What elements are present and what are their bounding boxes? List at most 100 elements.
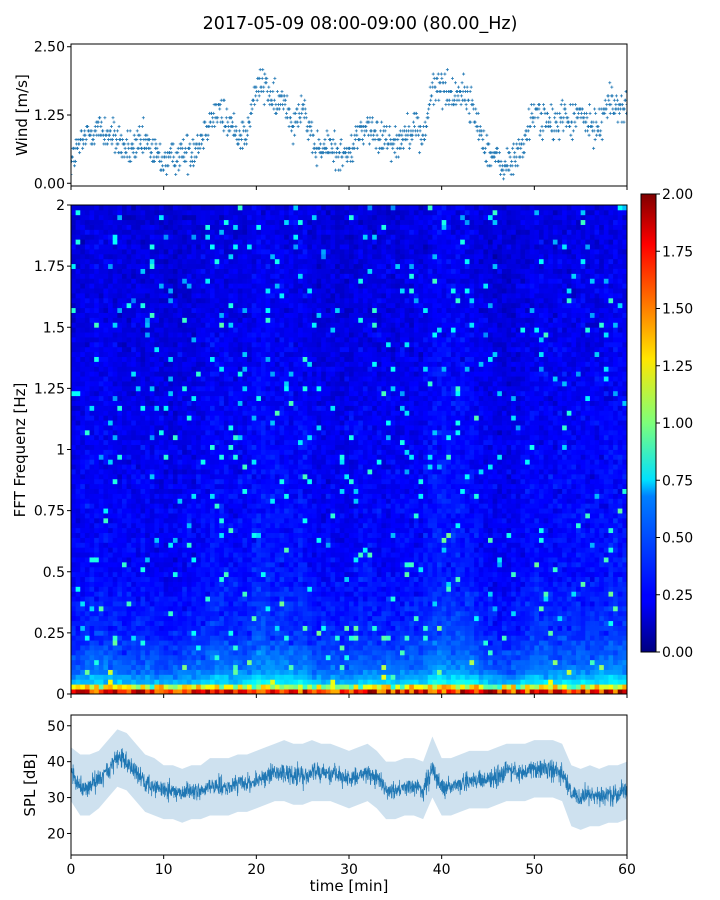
spectrogram-cell: [205, 405, 211, 411]
spectrogram-cell: [135, 478, 141, 485]
spectrogram-cell: [191, 209, 197, 216]
spectrogram-cell: [121, 513, 127, 519]
spectrogram-cell: [247, 591, 253, 597]
spectrogram-cell: [140, 390, 146, 397]
spectrogram-cell: [205, 307, 211, 313]
spectrogram-cell: [247, 478, 253, 485]
spectrogram-cell: [159, 513, 165, 519]
spectrogram-cell: [154, 503, 160, 509]
spectrogram-cell: [247, 547, 253, 553]
spectrogram-cell: [200, 513, 206, 519]
spectrogram-cell: [247, 415, 253, 421]
spectrogram-cell: [117, 410, 123, 416]
spectrogram-cell: [177, 615, 183, 622]
spectrogram-cell: [200, 537, 206, 543]
wind-point: [528, 124, 532, 128]
spectrogram-cell: [149, 645, 155, 651]
spectrogram-cell: [223, 454, 229, 460]
wind-point: [510, 159, 514, 163]
spectrogram-cell: [172, 385, 178, 392]
wind-point: [513, 151, 517, 155]
wind-point: [185, 133, 189, 137]
spectrogram-cell: [154, 297, 160, 304]
spectrogram-cell: [163, 390, 169, 397]
spectrogram-cell: [159, 405, 165, 411]
spectrogram-cell: [135, 449, 141, 455]
spectrogram-cell: [131, 625, 137, 631]
spectrogram-cell: [247, 429, 253, 436]
spectrogram-cell: [182, 498, 188, 504]
spectrogram-cell: [121, 473, 127, 480]
spectrogram-cell: [80, 283, 86, 289]
spectrogram-cell: [149, 522, 155, 529]
wind-point: [605, 116, 609, 120]
spectrogram-cell: [237, 615, 243, 622]
spectrogram-cell: [196, 249, 202, 255]
spectrogram-cell: [182, 674, 188, 680]
wind-point: [568, 124, 572, 128]
spectrogram-cell: [214, 669, 220, 675]
wind-point: [377, 151, 381, 155]
spectrogram-cell: [163, 615, 169, 622]
spectrogram-cell: [247, 488, 253, 494]
spectrogram-cell: [233, 566, 239, 573]
wind-point: [194, 155, 198, 159]
spectrogram-cell: [159, 288, 165, 294]
spectrogram-cell: [200, 483, 206, 490]
spectrogram-cell: [219, 561, 225, 568]
spectrogram-cell: [117, 557, 123, 563]
spectrogram-cell: [149, 601, 155, 607]
spectrogram-cell: [103, 454, 109, 460]
spectrogram-cell: [126, 205, 132, 211]
spectrogram-cell: [210, 610, 216, 617]
spectrogram-cell: [108, 517, 114, 524]
spectrogram-cell: [228, 581, 234, 587]
spectrogram-cell: [135, 527, 141, 534]
spectrogram-cell: [149, 566, 155, 573]
spectrogram-cell: [172, 469, 178, 475]
spectrogram-cell: [71, 214, 77, 221]
spectrogram-cell: [112, 341, 118, 348]
spectrogram-cell: [80, 229, 86, 235]
spectrogram-cell: [154, 557, 160, 563]
spectrogram-cell: [242, 640, 248, 646]
spectrogram-cell: [140, 268, 146, 274]
spectrogram-cell: [94, 478, 100, 485]
spectrogram-cell: [163, 337, 169, 343]
spectrogram-cell: [121, 517, 127, 524]
spectrogram-cell: [135, 586, 141, 592]
spectrogram-cell: [135, 537, 141, 543]
spectrogram-cell: [126, 395, 132, 401]
spectrogram-cell: [154, 263, 160, 269]
spectrogram-cell: [182, 253, 188, 260]
spectrogram-cell: [84, 513, 90, 519]
spectrogram-cell: [135, 429, 141, 436]
spectrogram-cell: [186, 327, 192, 333]
spectrogram-cell: [210, 664, 216, 670]
spectrogram-cell: [126, 405, 132, 411]
spectrogram-cell: [205, 288, 211, 294]
spectrogram-cell: [191, 429, 197, 436]
spectrogram-cell: [149, 547, 155, 553]
spectrogram-cell: [131, 278, 137, 284]
spectrogram-cell: [200, 469, 206, 475]
spectrogram-cell: [154, 571, 160, 578]
spectrogram-cell: [84, 547, 90, 553]
spectrogram-cell: [126, 249, 132, 255]
wind-point: [128, 155, 132, 159]
spectrogram-cell: [205, 415, 211, 421]
spectrogram-cell: [214, 366, 220, 372]
spectrogram-cell: [233, 278, 239, 284]
spectrogram-cell: [108, 224, 114, 230]
spectrogram-cell: [214, 263, 220, 269]
spectrogram-cell: [94, 547, 100, 553]
spectrogram-cell: [80, 332, 86, 338]
spectrogram-cell: [103, 498, 109, 504]
spectrogram-cell: [196, 552, 202, 558]
spectrogram-cell: [237, 219, 243, 225]
wind-point: [339, 142, 343, 146]
spectrogram-cell: [200, 605, 206, 612]
spectrogram-cell: [237, 449, 243, 455]
spectrogram-cell: [200, 214, 206, 221]
spectrogram-cell: [168, 356, 174, 362]
